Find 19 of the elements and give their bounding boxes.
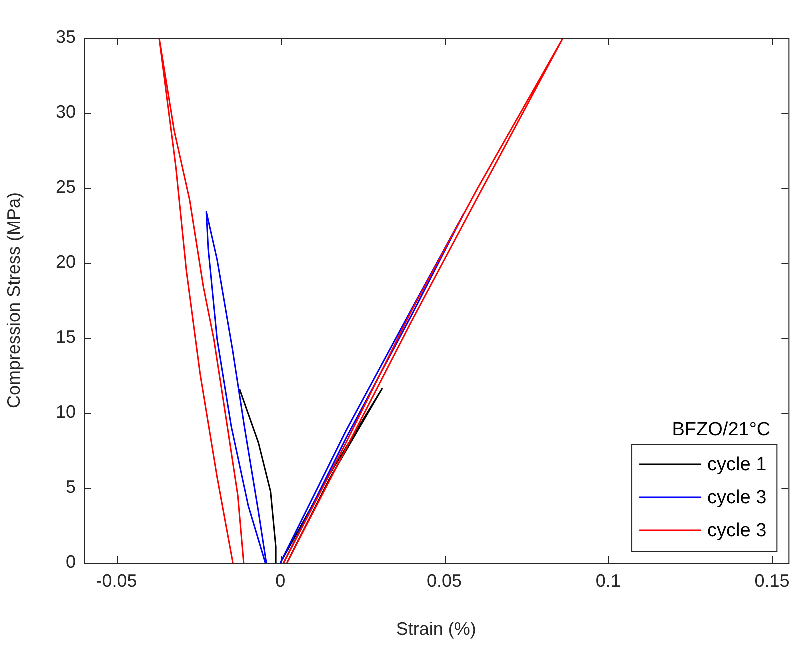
- y-axis-title: Compression Stress (MPa): [4, 192, 24, 409]
- legend-label: cycle 1: [708, 454, 767, 476]
- y-tick-label: 0: [66, 552, 76, 572]
- y-tick-label: 15: [56, 326, 76, 347]
- y-tick-label: 25: [56, 176, 76, 197]
- y-tick-label: 30: [56, 102, 76, 122]
- y-tick-label: 35: [56, 26, 76, 47]
- x-tick-label: 0: [276, 570, 286, 591]
- y-tick-label: 20: [56, 252, 76, 272]
- legend-label: cycle 3: [708, 520, 767, 542]
- legend-title: BFZO/21°C: [672, 420, 771, 441]
- x-tick-label: -0.05: [96, 570, 138, 591]
- legend-label: cycle 3: [708, 488, 767, 509]
- x-tick-label: 0.15: [754, 570, 790, 591]
- x-tick-label: 0.05: [427, 570, 462, 591]
- x-axis-title: Strain (%): [396, 619, 476, 640]
- y-tick-label: 5: [66, 476, 76, 497]
- y-tick-label: 10: [56, 402, 76, 422]
- x-tick-label: 0.1: [596, 570, 621, 591]
